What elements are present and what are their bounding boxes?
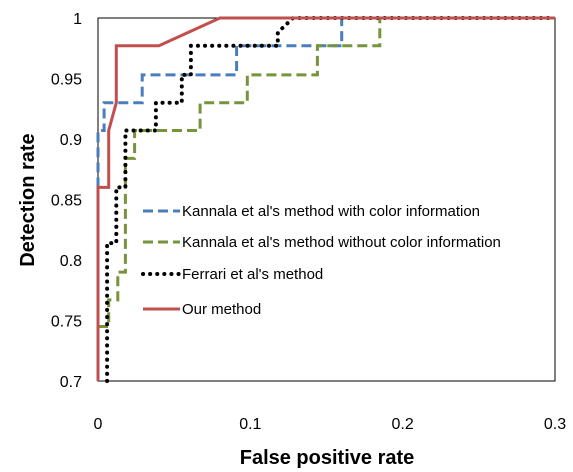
series-line-3 <box>96 16 555 381</box>
y-tick-label-0: 0.7 <box>60 374 82 391</box>
y-tick-label-5: 0.95 <box>51 72 82 89</box>
legend-label-0: Kannala et al's method with color inform… <box>182 203 480 220</box>
legend: Kannala et al's method with color inform… <box>141 203 501 318</box>
series-line-0 <box>96 16 555 188</box>
x-tick-label-1: 0.1 <box>239 416 261 433</box>
x-tick-label-2: 0.2 <box>392 416 414 433</box>
legend-label-1: Kannala et al's method without color inf… <box>182 234 501 251</box>
y-tick-label-2: 0.8 <box>60 253 82 270</box>
y-axis-title: Detection rate <box>17 133 39 266</box>
x-tick-label-0: 0 <box>94 416 103 433</box>
x-tick-label-3: 0.3 <box>544 416 566 433</box>
tick-layer: 0 0.1 0.2 0.3 0.7 0.75 0.8 0.85 0.9 0.95 1 <box>51 11 566 433</box>
y-tick-label-3: 0.85 <box>51 193 82 210</box>
legend-label-2: Ferrari et al's method <box>182 266 323 283</box>
y-tick-label-1: 0.75 <box>51 314 82 331</box>
plot-area-frame <box>97 17 556 382</box>
y-tick-label-4: 0.9 <box>60 132 82 149</box>
series-line-1 <box>98 16 555 328</box>
y-tick-label-6: 1 <box>73 11 82 28</box>
legend-label-3: Our method <box>182 301 261 318</box>
x-axis-title: False positive rate <box>240 447 415 469</box>
series-layer <box>96 16 557 383</box>
series-line-2 <box>105 16 557 383</box>
